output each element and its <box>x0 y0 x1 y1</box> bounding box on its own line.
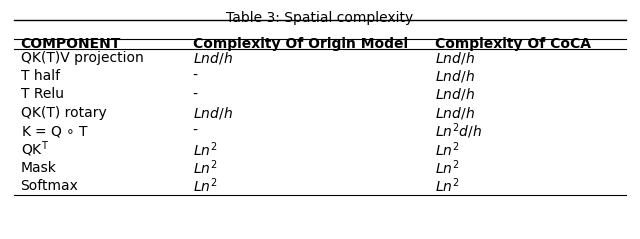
Text: $Ln^2d/h$: $Ln^2d/h$ <box>435 121 482 141</box>
Text: $Lnd/h$: $Lnd/h$ <box>435 68 475 84</box>
Text: K = Q $\circ$ T: K = Q $\circ$ T <box>20 124 89 139</box>
Text: $Lnd/h$: $Lnd/h$ <box>193 105 232 121</box>
Text: Mask: Mask <box>20 161 56 175</box>
Text: Complexity Of Origin Model: Complexity Of Origin Model <box>193 37 408 51</box>
Text: QK(T)V projection: QK(T)V projection <box>20 51 143 65</box>
Text: $Ln^2$: $Ln^2$ <box>435 177 459 195</box>
Text: Softmax: Softmax <box>20 179 78 193</box>
Text: -: - <box>193 124 198 138</box>
Text: COMPONENT: COMPONENT <box>20 37 121 51</box>
Text: QK(T) rotary: QK(T) rotary <box>20 106 106 120</box>
Text: $Lnd/h$: $Lnd/h$ <box>435 50 475 66</box>
Text: $Lnd/h$: $Lnd/h$ <box>193 50 232 66</box>
Text: $Ln^2$: $Ln^2$ <box>435 140 459 159</box>
Text: -: - <box>193 87 198 101</box>
Text: $Lnd/h$: $Lnd/h$ <box>435 87 475 102</box>
Text: $Ln^2$: $Ln^2$ <box>193 158 217 177</box>
Text: -: - <box>193 69 198 83</box>
Text: $Lnd/h$: $Lnd/h$ <box>435 105 475 121</box>
Text: Table 3: Spatial complexity: Table 3: Spatial complexity <box>227 11 413 25</box>
Text: QK$^\mathregular{T}$: QK$^\mathregular{T}$ <box>20 140 49 159</box>
Text: $Ln^2$: $Ln^2$ <box>435 158 459 177</box>
Text: $Ln^2$: $Ln^2$ <box>193 140 217 159</box>
Text: Complexity Of CoCA: Complexity Of CoCA <box>435 37 591 51</box>
Text: $Ln^2$: $Ln^2$ <box>193 177 217 195</box>
Text: T half: T half <box>20 69 60 83</box>
Text: T Relu: T Relu <box>20 87 63 101</box>
